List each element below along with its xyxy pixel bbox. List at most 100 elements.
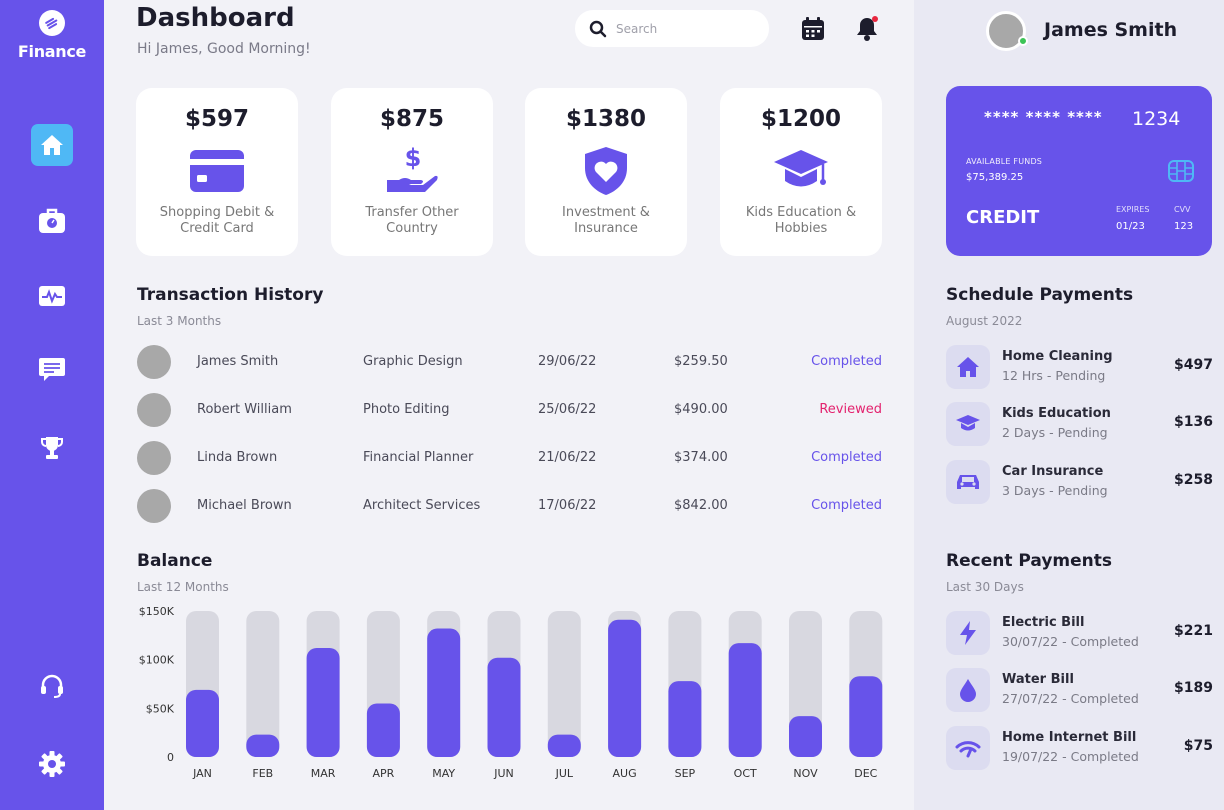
- schedule-payments-title: Schedule Payments: [946, 285, 1134, 305]
- x-tick-label: JAN: [192, 767, 212, 780]
- sidebar-item-messages[interactable]: [31, 349, 73, 391]
- schedule-item[interactable]: Kids Education 2 Days - Pending $136: [946, 402, 1213, 446]
- tx-service: Graphic Design: [363, 354, 463, 369]
- graduation-cap-icon: [774, 150, 828, 187]
- recent-payment-name: Electric Bill: [1002, 615, 1085, 630]
- stat-card-shopping[interactable]: $597 Shopping Debit & Credit Card: [136, 88, 298, 256]
- transaction-history-title: Transaction History: [137, 285, 324, 305]
- stat-card-investment[interactable]: $1380 Investment & Insurance: [525, 88, 687, 256]
- balance-chart-svg: $150K $100K $50K 0 JAN FEB MAR APR MAY JUN JUL AUG S…: [139, 605, 883, 780]
- briefcase-icon: [39, 208, 65, 233]
- tx-date: 25/06/22: [538, 402, 597, 417]
- gear-icon: [39, 751, 65, 777]
- logo-icon: [39, 10, 65, 36]
- sidebar-item-achievements[interactable]: [31, 427, 73, 469]
- stat-card-education[interactable]: $1200 Kids Education & Hobbies: [720, 88, 882, 256]
- y-tick-label: $150K: [139, 605, 175, 618]
- recent-payment-meta: 27/07/22 - Completed: [1002, 691, 1139, 706]
- stat-card-transfer[interactable]: $875 $ Transfer Other Country: [331, 88, 493, 256]
- bar-sep: [668, 681, 702, 757]
- schedule-payments-subtitle: August 2022: [946, 314, 1023, 328]
- tx-date: 17/06/22: [538, 498, 597, 513]
- card-label: Shopping Debit & Credit Card: [159, 205, 275, 236]
- tx-amount: $259.50: [674, 354, 728, 369]
- tx-date: 29/06/22: [538, 354, 597, 369]
- tx-service: Architect Services: [363, 498, 481, 513]
- graduation-cap-icon: [956, 415, 980, 431]
- card-last-digits: 1234: [1132, 108, 1181, 130]
- x-tick-label: JUN: [493, 767, 514, 780]
- tx-amount: $842.00: [674, 498, 728, 513]
- card-amount: $597: [184, 106, 249, 132]
- notifications-button[interactable]: [854, 16, 880, 42]
- x-tick-label: JUL: [555, 767, 574, 780]
- status-badge: Completed: [811, 498, 882, 513]
- recent-payment-name: Home Internet Bill: [1002, 730, 1137, 745]
- y-tick-label: $100K: [139, 654, 175, 667]
- tx-amount: $490.00: [674, 402, 728, 417]
- available-funds-value: $75,389.25: [966, 172, 1024, 183]
- schedule-item-name: Home Cleaning: [1002, 349, 1113, 364]
- calendar-button[interactable]: [800, 16, 826, 42]
- recent-payment-item[interactable]: Water Bill 27/07/22 - Completed $189: [946, 668, 1213, 712]
- recent-payment-item[interactable]: Electric Bill 30/07/22 - Completed $221: [946, 611, 1213, 655]
- online-status-dot: [1018, 36, 1028, 46]
- search-bar[interactable]: [575, 10, 769, 47]
- main-content: Dashboard Hi James, Good Morning! $597 S…: [104, 0, 914, 810]
- tx-name: James Smith: [197, 354, 279, 369]
- recent-payment-amount: $221: [1174, 623, 1213, 639]
- x-tick-label: AUG: [613, 767, 637, 780]
- recent-payment-item[interactable]: Home Internet Bill 19/07/22 - Completed …: [946, 726, 1213, 770]
- logo[interactable]: Finance: [0, 10, 104, 61]
- user-avatar[interactable]: [986, 11, 1026, 51]
- tx-amount: $374.00: [674, 450, 728, 465]
- expires-value: 01/23: [1116, 221, 1145, 232]
- bar-jun: [487, 657, 521, 757]
- water-drop-icon: [960, 679, 976, 702]
- x-tick-label: SEP: [675, 767, 696, 780]
- bar-dec: [849, 676, 883, 757]
- sidebar: Finance: [0, 0, 104, 810]
- recent-payment-name: Water Bill: [1002, 672, 1074, 687]
- card-type: CREDIT: [966, 207, 1040, 228]
- right-panel: James Smith **** **** **** 1234 AVAILABL…: [914, 0, 1224, 810]
- sidebar-item-wallet[interactable]: [31, 200, 73, 242]
- status-badge: Reviewed: [819, 402, 882, 417]
- table-row[interactable]: Robert William Photo Editing 25/06/22 $4…: [137, 393, 882, 427]
- sidebar-item-support[interactable]: [31, 665, 73, 707]
- wifi-icon: [955, 741, 981, 758]
- schedule-item-meta: 2 Days - Pending: [1002, 425, 1108, 440]
- headset-icon: [41, 674, 63, 698]
- table-row[interactable]: Michael Brown Architect Services 17/06/2…: [137, 489, 882, 523]
- notification-badge: [872, 16, 878, 22]
- bar-may: [427, 628, 461, 757]
- balance-subtitle: Last 12 Months: [137, 580, 229, 594]
- sidebar-item-settings[interactable]: [31, 743, 73, 785]
- search-input[interactable]: [616, 21, 756, 36]
- calendar-icon: [802, 17, 824, 40]
- x-tick-label: OCT: [734, 767, 757, 780]
- available-funds-label: AVAILABLE FUNDS: [966, 157, 1043, 166]
- avatar: [137, 441, 171, 475]
- transaction-history-subtitle: Last 3 Months: [137, 314, 222, 328]
- bar-nov: [789, 716, 822, 757]
- heart-shield-icon: [585, 147, 627, 195]
- schedule-item-name: Car Insurance: [1002, 464, 1104, 479]
- x-tick-label: APR: [372, 767, 394, 780]
- tx-service: Financial Planner: [363, 450, 474, 465]
- lightning-icon: [960, 621, 976, 645]
- credit-card[interactable]: **** **** **** 1234 AVAILABLE FUNDS $75,…: [946, 86, 1212, 256]
- schedule-item[interactable]: Car Insurance 3 Days - Pending $258: [946, 460, 1213, 504]
- bar-feb: [246, 734, 280, 757]
- bar-jul: [547, 734, 581, 757]
- sidebar-item-activity[interactable]: [31, 275, 73, 317]
- schedule-item[interactable]: Home Cleaning 12 Hrs - Pending $497: [946, 345, 1213, 389]
- y-tick-label: 0: [167, 751, 174, 764]
- sidebar-item-home[interactable]: [31, 124, 73, 166]
- table-row[interactable]: Linda Brown Financial Planner 21/06/22 $…: [137, 441, 882, 475]
- tx-service: Photo Editing: [363, 402, 450, 417]
- credit-card-icon: [190, 150, 244, 192]
- recent-payments-subtitle: Last 30 Days: [946, 580, 1024, 594]
- table-row[interactable]: James Smith Graphic Design 29/06/22 $259…: [137, 345, 882, 379]
- tx-date: 21/06/22: [538, 450, 597, 465]
